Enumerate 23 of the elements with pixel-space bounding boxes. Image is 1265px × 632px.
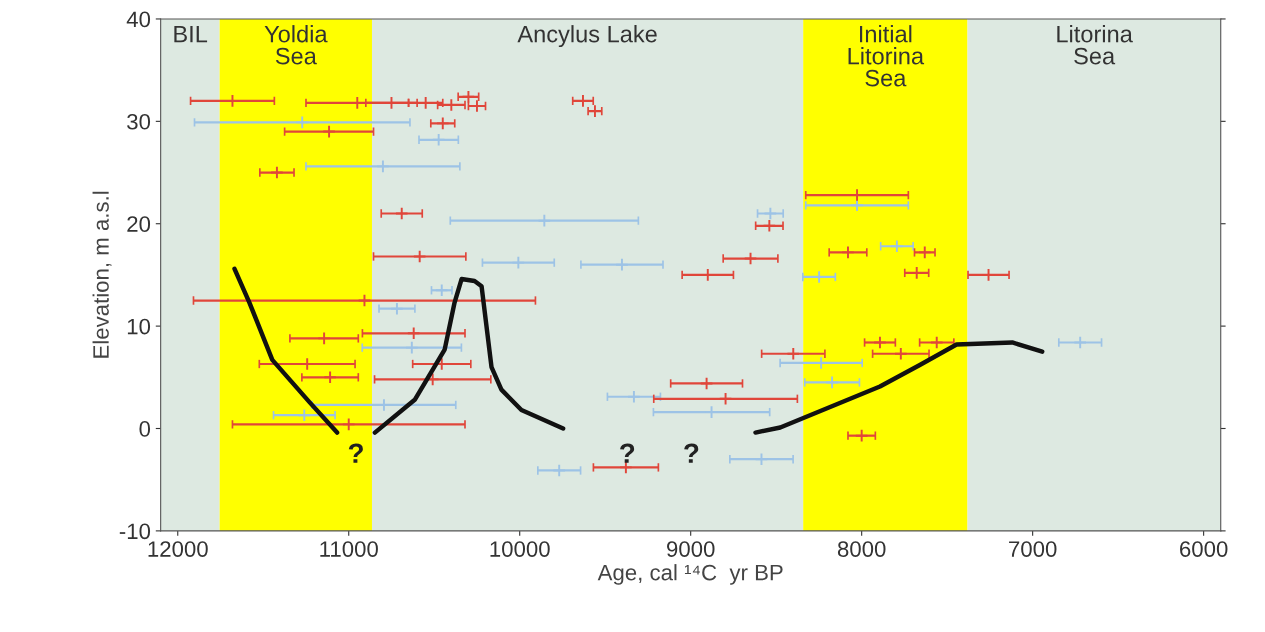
y-tick-label: 10 — [127, 318, 151, 335]
y-tick-label: 30 — [127, 113, 151, 130]
x-tick-label: 7000 — [1009, 541, 1057, 557]
x-tick-label: 12000 — [148, 541, 208, 557]
x-tick-label: 8000 — [837, 541, 886, 557]
x-tick-label: 11000 — [320, 541, 378, 557]
x-tick-label: 6000 — [1180, 541, 1228, 557]
band-label: Litorina Sea — [1057, 25, 1133, 65]
annotation: ? — [348, 443, 363, 463]
annotation: ? — [620, 443, 635, 463]
x-tick-label: 10000 — [490, 541, 550, 557]
x-tick-label: 9000 — [667, 541, 715, 557]
y-axis-title: Elevation, m a.s.l — [92, 191, 112, 358]
band-label: BIL — [174, 25, 208, 43]
y-tick-label: 40 — [126, 11, 151, 28]
y-tick-label: -10 — [119, 523, 151, 540]
band-label: Ancylus Lake — [517, 25, 657, 48]
band-label: Yoldia Sea — [264, 25, 328, 65]
y-tick-label: 0 — [139, 421, 151, 437]
y-tick-label: 20 — [127, 216, 151, 232]
band-label: Initial Litorina Sea — [848, 25, 925, 87]
annotation: ? — [684, 443, 699, 463]
x-axis-title: Age, cal ¹⁴C yr BP — [597, 564, 783, 585]
